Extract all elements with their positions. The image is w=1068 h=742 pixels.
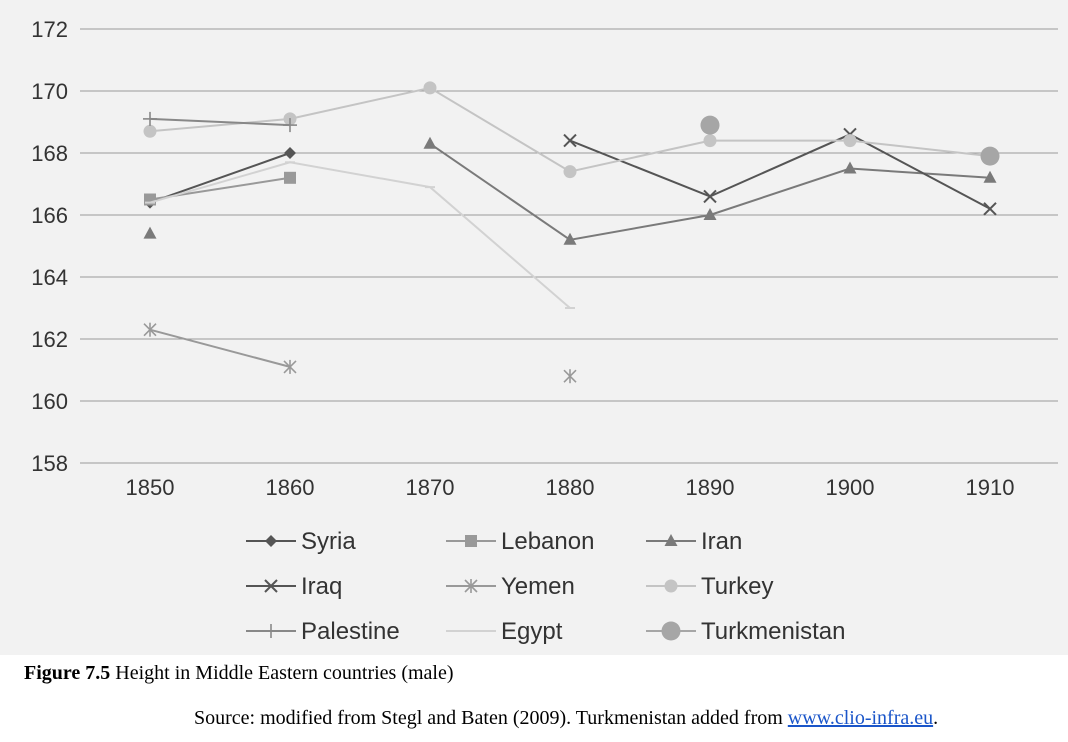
y-tick-label: 162 [31,327,68,352]
series-syria [144,147,296,209]
legend-item: Turkmenistan [646,618,846,645]
legend-item: Iran [646,528,742,555]
figure-title: Height in Middle Eastern countries (male… [110,662,454,684]
x-tick-label: 1900 [826,475,875,500]
legend-label: Turkey [701,573,773,600]
data-point [143,124,157,138]
series-line [149,152,291,204]
series-line [569,133,991,210]
legend-marker [664,534,678,546]
source-link[interactable]: www.clio-infra.eu [787,707,934,729]
series-turkey [143,81,997,179]
source-text: Source: modified from Stegl and Baten (2… [194,707,788,729]
series-line [149,328,291,368]
series-line [429,142,991,241]
series-yemen [143,322,577,384]
legend-label: Lebanon [501,528,594,555]
figure-caption: Figure 7.5 Height in Middle Eastern coun… [24,662,454,685]
y-tick-label: 158 [31,451,68,476]
data-point [703,189,717,204]
series-palestine [143,111,297,133]
data-point [283,118,297,133]
series-egypt [145,161,575,309]
x-tick-label: 1870 [406,475,455,500]
chart-area: 158 160 162 164 166 168 170 172 1850 1860 1870 1880… [0,0,1068,655]
x-tick-label: 1860 [266,475,315,500]
x-tick-label: 1910 [966,475,1015,500]
x-tick-label: 1850 [126,475,175,500]
legend-marker [465,535,477,547]
legend-item: Syria [246,528,356,555]
legend-marker [664,579,678,593]
legend-label: Turkmenistan [701,618,846,645]
data-point [700,115,720,135]
legend-label: Egypt [501,618,563,645]
legend-label: Iran [701,528,742,555]
data-point [284,171,296,184]
series-iraq [563,127,997,216]
x-tick-label: 1890 [686,475,735,500]
legend-item: Egypt [446,618,563,645]
legend-label: Palestine [301,618,400,645]
y-tick-label: 172 [31,17,68,42]
legend-label: Iraq [301,573,342,600]
legend-item: Palestine [246,618,400,645]
data-point [563,232,577,245]
data-point [423,136,437,149]
data-point [703,134,717,148]
series-line [149,117,291,127]
legend-label: Syria [301,528,356,555]
data-point [423,81,437,95]
source-end: . [933,707,939,729]
data-point [144,193,156,206]
legend-item: Turkey [646,573,773,600]
data-point [983,202,997,216]
legend-marker [265,535,277,547]
y-tick-label: 164 [31,265,68,290]
source-note: Source: modified from Stegl and Baten (2… [194,707,938,730]
data-point [703,208,717,220]
data-point [980,146,1000,166]
data-point [843,134,857,148]
data-point [983,170,997,183]
legend-marker [264,579,278,593]
data-point [283,359,297,374]
series-turkmenistan [700,115,1000,166]
legend-marker [264,624,278,638]
y-tick-label: 166 [31,203,68,228]
data-point [143,111,157,126]
y-tick-label: 160 [31,389,68,414]
data-point [143,226,157,239]
data-point [843,161,857,174]
x-tick-label: 1880 [546,475,595,500]
series-line [149,86,991,173]
data-point [563,133,577,148]
legend-label: Yemen [501,573,575,600]
data-point [143,322,157,337]
figure-label: Figure 7.5 [24,662,111,684]
legend-item: Iraq [246,573,342,600]
legend-item: Yemen [446,573,575,600]
line-chart: 158 160 162 164 166 168 170 172 1850 1860 1870 1880… [31,17,1058,645]
y-tick-label: 168 [31,141,68,166]
legend-marker [661,621,681,641]
data-point [563,165,577,179]
data-point [563,369,577,384]
series-iran [143,136,997,245]
legend-marker [464,579,478,593]
legend-item: Lebanon [446,528,594,555]
series-line [149,161,571,309]
data-point [284,147,296,159]
y-tick-label: 170 [31,79,68,104]
